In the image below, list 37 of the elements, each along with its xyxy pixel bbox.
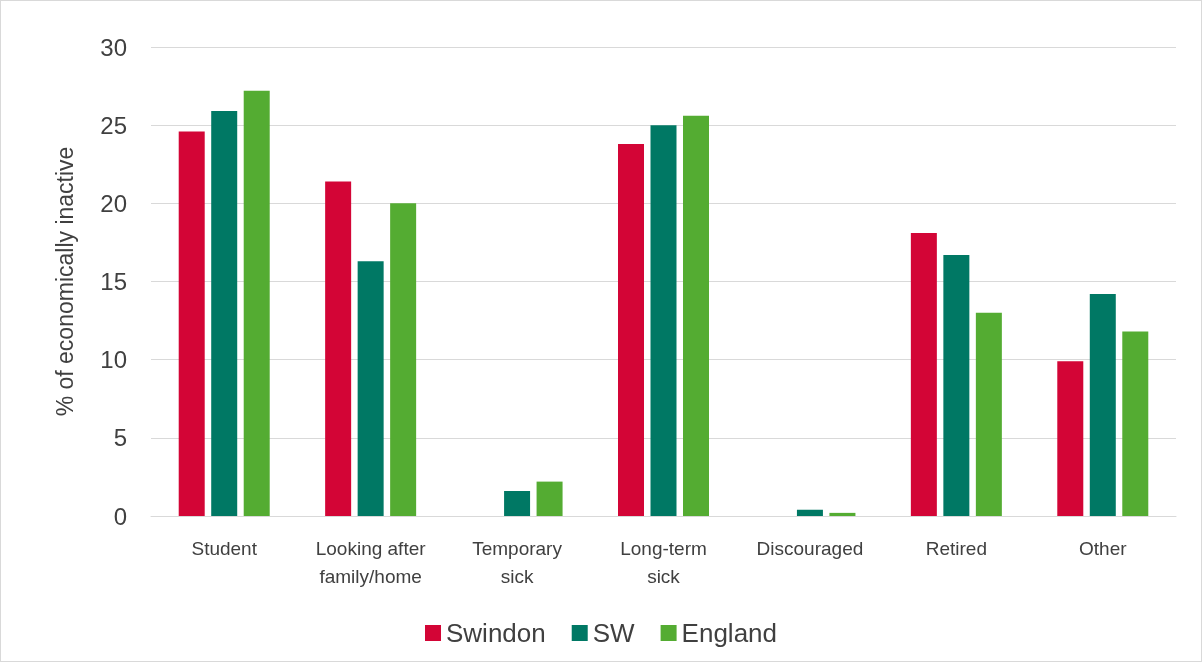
legend-label: England [681, 618, 778, 648]
bar [975, 312, 1002, 516]
y-tick-label: 15 [100, 268, 127, 295]
bar [1089, 294, 1116, 516]
bar [1122, 331, 1149, 516]
bar [683, 115, 709, 516]
bar [536, 481, 563, 516]
y-tick-label: 5 [113, 424, 127, 452]
bar [504, 490, 531, 516]
x-tick-label: Student [191, 537, 258, 559]
y-tick-label: 25 [100, 111, 127, 139]
bar [796, 509, 823, 516]
bar [618, 143, 644, 516]
x-tick-label: Discouraged [756, 537, 864, 559]
bar [211, 111, 238, 516]
bar [243, 90, 270, 516]
x-tick-label: Temporary sick [472, 537, 563, 587]
bar [1057, 361, 1084, 516]
y-axis-title: % of economically inactive [51, 146, 78, 417]
bar [829, 512, 856, 516]
x-tick-label: Other [1079, 537, 1128, 559]
y-tick-label: 10 [100, 346, 127, 374]
y-tick-label: 20 [100, 189, 127, 217]
bar [943, 254, 970, 516]
x-tick-label: Looking after family/home [315, 537, 427, 587]
bar [650, 125, 677, 516]
legend-label: SW [592, 618, 636, 648]
bar [178, 131, 205, 516]
bar [390, 203, 417, 516]
x-tick-label: Retired [925, 537, 987, 559]
bar [910, 233, 937, 516]
legend-label: Swindon [445, 618, 546, 648]
bar [357, 261, 384, 516]
y-tick-label: 30 [100, 33, 127, 61]
x-tick-label: Long-term sick [620, 537, 707, 587]
y-tick-label: 0 [113, 502, 127, 530]
bar [325, 181, 352, 516]
